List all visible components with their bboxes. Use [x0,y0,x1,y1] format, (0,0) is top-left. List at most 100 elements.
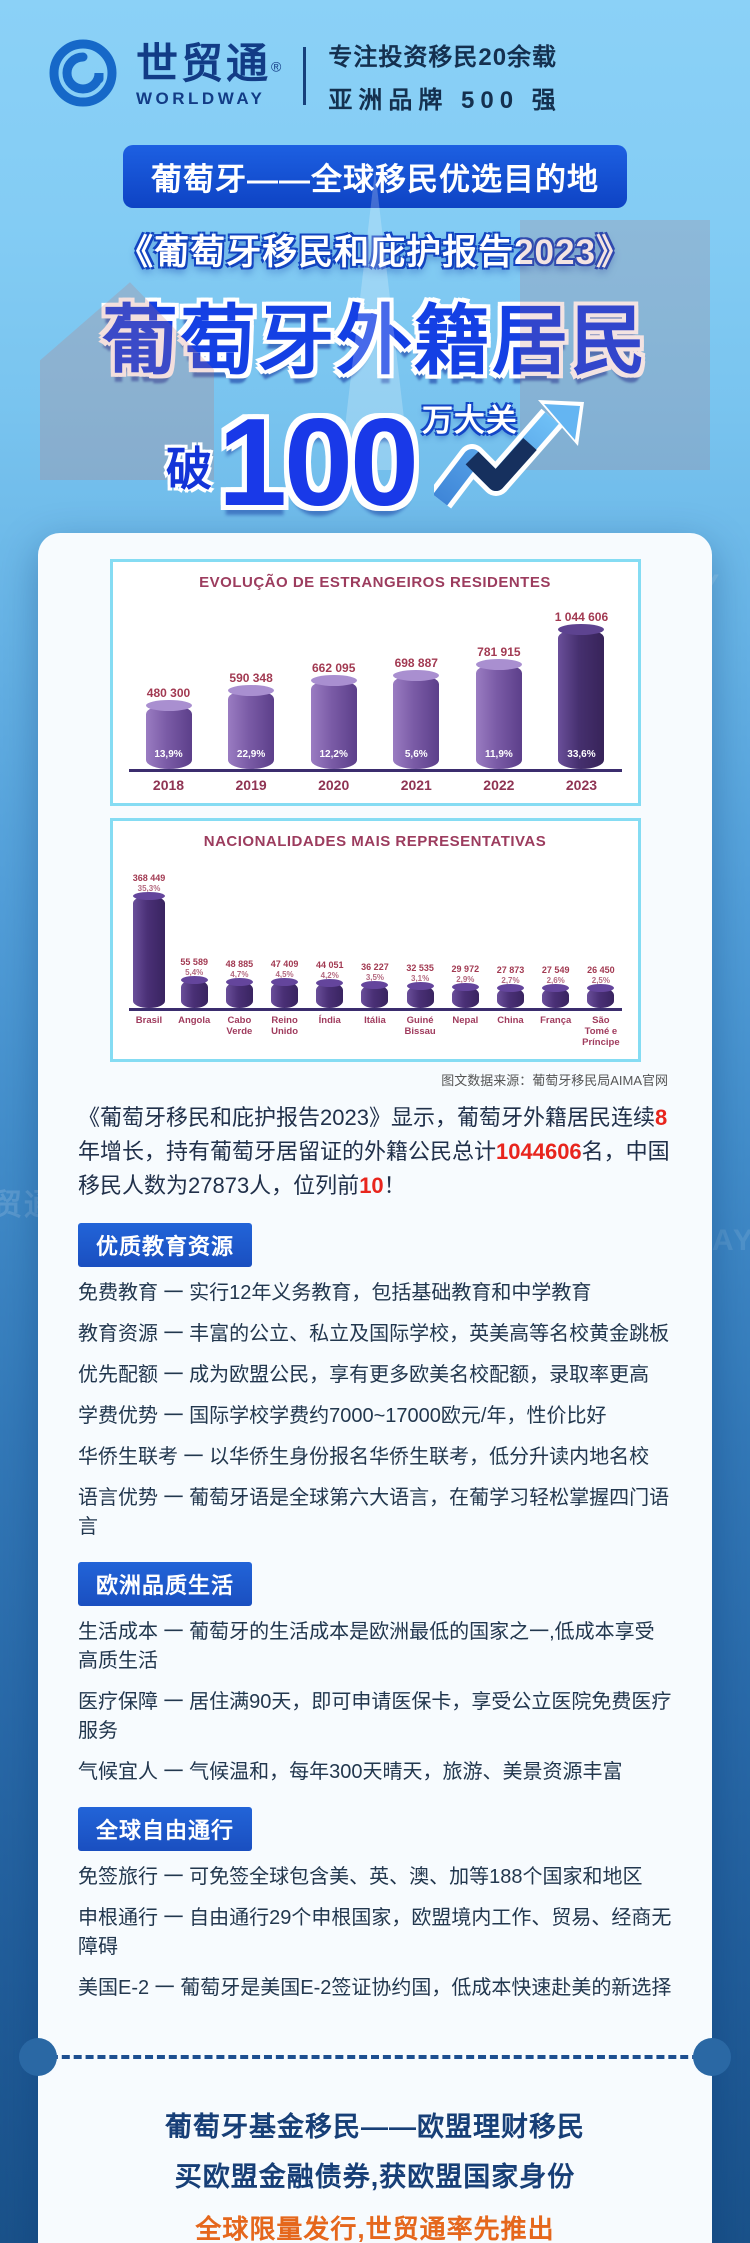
promo-orange-line: 全球限量发行,世贸通率先推出 [195,2214,555,2243]
bar-value-label: 26 450 [587,965,615,975]
bar-value-label: 698 887 [394,656,438,670]
header-divider [303,46,307,105]
bar-percent-label: 33,6% [567,749,596,760]
bar [406,982,434,1008]
chart-nacionalidades: NACIONALIDADES MAIS REPRESENTATIVAS 368 … [109,818,641,1062]
header-tagline: 专注投资移民20余载 亚洲品牌 500 强 [328,37,561,115]
x-tick-label: Nepal [452,1015,479,1026]
report-title: 《葡萄牙移民和庇护报告2023》 [118,233,632,272]
bar: 33,6% [558,624,605,769]
paragraph-text: 名，中国移民人数为27873人，位列前 [78,1138,670,1198]
section-badge-education: 优质教育资源 [78,1223,253,1268]
bar [180,976,208,1008]
registered-mark: ® [271,58,282,75]
rising-arrow-icon [428,400,584,517]
chart-axis [128,769,622,772]
bar-value-label: 47 409 [270,959,299,969]
bar-percent-label: 5,4% [185,968,204,977]
break-char: 破 [166,443,213,495]
bar-percent-label: 4,5% [275,970,294,979]
bar-percent-label: 12,2% [319,749,348,760]
bar-column: 36 227 3,5% [354,962,395,1008]
bar-column: 47 409 4,5% [264,959,305,1008]
bar-percent-label: 2,6% [546,976,565,985]
x-tick-label: Índia [318,1015,341,1026]
promo-title: 葡萄牙基金移民——欧盟理财移民 [165,2112,585,2143]
x-tick-label: França [540,1015,572,1026]
unit-label: 万大关 [421,403,518,438]
logo-cn: 世贸通 [136,39,272,87]
bar-value-label: 32 535 [406,963,434,973]
headline: 葡萄牙外籍居民 [102,299,648,384]
bar: 22,9% [228,685,275,769]
bar-percent-label: 4,7% [230,970,249,979]
x-tick-label: Brasil [135,1015,163,1026]
bar-percent-label: 3,1% [411,974,430,983]
bar [361,981,389,1008]
bar-percent-label: 2,5% [591,976,610,985]
list-item: 申根通行 一 自由通行29个申根国家，欧盟境内工作、贸易、经商无障碍 [78,1907,672,1959]
content-card: EVOLUÇÃO DE ESTRANGEIROS RESIDENTES 480 … [19,533,731,2243]
bar-column: 590 348 22,9% [219,671,283,769]
list-item: 优先配额 一 成为欧盟公民，享有更多欧美名校配额，录取率更高 [78,1364,650,1387]
x-tick-label: 2018 [152,777,185,793]
bar-value-label: 36 227 [361,962,389,972]
bar-percent-label: 2,9% [456,975,475,984]
highlight-number: 10 [359,1172,384,1198]
bar [497,984,524,1008]
x-tick-label: Angola [178,1015,211,1026]
x-tick-label: 2020 [318,777,350,793]
bar-column: 1 044 606 33,6% [549,610,613,769]
ticket-divider [19,2038,731,2077]
bar-value-label: 662 095 [311,661,356,675]
milestone-row: 破 100 万大关 [0,391,750,533]
bar-percent-label: 2,7% [501,976,520,985]
paragraph-text: ！ [383,1172,406,1198]
highlight-number: 8 [654,1104,668,1130]
list-item: 免费教育 一 实行12年义务教育，包括基础教育和中学教育 [78,1282,592,1305]
bar-value-label: 368 449 [132,873,166,883]
bar-value-label: 55 589 [180,957,208,967]
bar-column: 27 873 2,7% [490,965,531,1008]
bar-column: 27 549 2,6% [535,965,576,1008]
list-item: 学费优势 一 国际学校学费约7000~17000欧元/年，性价比好 [78,1405,607,1428]
bar [316,979,344,1008]
tagline-line2: 亚洲品牌 500 强 [328,86,562,114]
list-item: 免签旅行 一 可免签全球包含美、英、澳、加等188个国家和地区 [78,1866,643,1889]
bar-value-label: 781 915 [477,645,521,659]
bar-percent-label: 3,5% [365,973,385,982]
list-item: 教育资源 一 丰富的公立、私立及国际学校，英美高等名校黄金跳板 [78,1323,670,1346]
bar [587,984,615,1008]
x-tick-label: 2023 [565,777,598,793]
bar-column: 26 450 2,5% [580,965,621,1008]
bar: 13,9% [145,700,192,769]
bar [225,978,253,1008]
bar: 11,9% [475,659,522,769]
bar-percent-label: 4,2% [320,971,339,980]
chart-x-labels: Brasil Angola Cabo Verde Reino Unido Índia It… [123,1011,628,1051]
bar [542,984,570,1008]
unit-wrap: 万大关 [416,391,584,515]
header: 世贸通® WORLDWAY 专注投资移民20余载 亚洲品牌 500 强 [0,0,750,115]
bar-value-label: 480 300 [146,686,191,700]
chart-evolucao: EVOLUÇÃO DE ESTRANGEIROS RESIDENTES 480 … [109,559,641,806]
x-tick-label: São Tomé e Príncipe [582,1015,620,1048]
chart-bars: 368 449 35,3% 55 589 5,4% 48 885 4,7% 47 409 4,… [123,850,628,1008]
highlight-number: 1044606 [496,1138,582,1164]
list-item: 语言优势 一 葡萄牙语是全球第六大语言，在葡学习轻松掌握四门语言 [78,1487,670,1539]
paragraph-text: 《葡萄牙移民和庇护报告2023》显示，葡萄牙外籍居民连续 [78,1104,655,1130]
list-item: 美国E-2 一 葡萄牙是美国E-2签证协约国，低成本快速赴美的新选择 [78,1977,672,2000]
big-number: 100 [218,394,419,533]
chart-title: NACIONALIDADES MAIS REPRESENTATIVAS [203,833,547,850]
bar-percent-label: 22,9% [236,749,266,760]
bar [133,892,165,1008]
bar-column: 29 972 2,9% [445,964,486,1008]
summary-paragraph: 《葡萄牙移民和庇护报告2023》显示，葡萄牙外籍居民连续8 年增长，持有葡萄牙居留… [78,1101,672,1203]
promo-subtitle: 买欧盟金融债券,获欧盟国家身份 [174,2162,576,2193]
bar-column: 781 915 11,9% [467,645,531,769]
tagline-line1: 专注投资移民20余载 [328,43,558,71]
bar-value-label: 27 549 [541,965,570,975]
bar [271,978,299,1008]
bar-value-label: 29 972 [451,964,480,974]
bar-column: 44 051 4,2% [309,960,350,1008]
